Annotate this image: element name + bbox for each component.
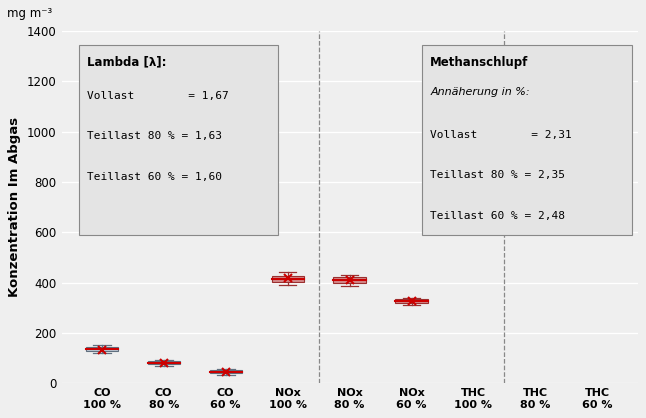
FancyBboxPatch shape [422,45,632,235]
Y-axis label: Konzentration Im Abgas: Konzentration Im Abgas [8,117,21,297]
Text: Vollast        = 1,67: Vollast = 1,67 [87,91,229,101]
Bar [86,347,118,351]
Bar [581,78,614,84]
Bar [209,370,242,373]
Text: Teillast 60 % = 1,60: Teillast 60 % = 1,60 [87,172,222,182]
Bar [333,277,366,283]
Text: Teillast 80 % = 2,35: Teillast 80 % = 2,35 [430,170,565,180]
Text: Annäherung in %:: Annäherung in %: [430,87,530,97]
Text: Teillast 60 % = 2,48: Teillast 60 % = 2,48 [430,211,565,221]
Bar [148,361,180,364]
Text: Vollast        = 2,31: Vollast = 2,31 [430,130,572,140]
Bar [271,275,304,282]
Text: mg m⁻³: mg m⁻³ [6,8,52,20]
Bar [519,109,552,115]
Text: Teillast 80 % = 1,63: Teillast 80 % = 1,63 [87,131,222,141]
Text: Lambda [λ]:: Lambda [λ]: [87,56,167,69]
Text: Methanschlupf: Methanschlupf [430,56,528,69]
Bar [457,119,490,124]
Bar [395,299,428,303]
FancyBboxPatch shape [79,45,278,235]
